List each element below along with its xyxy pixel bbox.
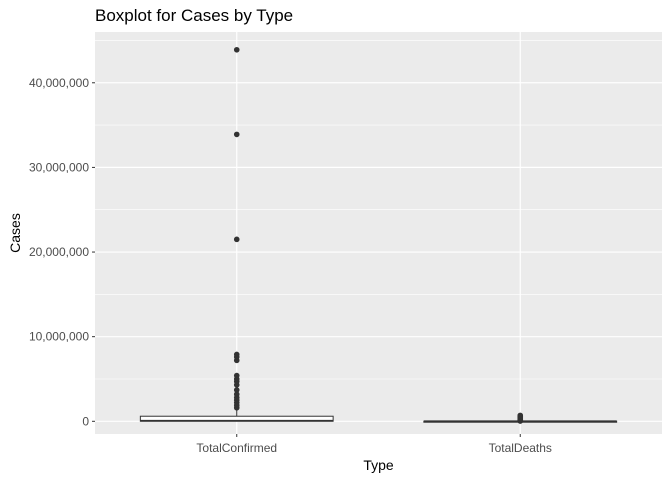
y-tick-label: 10,000,000 bbox=[29, 330, 89, 344]
box-TotalDeaths bbox=[423, 412, 618, 424]
y-tick-label: 40,000,000 bbox=[29, 76, 89, 90]
box-TotalConfirmed bbox=[139, 46, 334, 422]
outlier-point bbox=[233, 387, 240, 393]
outlier-point bbox=[233, 236, 240, 243]
gridlines bbox=[95, 32, 662, 434]
boxes bbox=[139, 46, 618, 424]
chart-title: Boxplot for Cases by Type bbox=[95, 6, 294, 25]
outlier-point bbox=[233, 46, 240, 53]
outlier-point bbox=[233, 391, 240, 398]
y-tick-label: 20,000,000 bbox=[29, 245, 89, 259]
y-tick-label: 0 bbox=[82, 414, 89, 428]
x-tick-label: TotalConfirmed bbox=[196, 441, 277, 455]
y-axis-label: Cases bbox=[7, 213, 23, 253]
plot-panel bbox=[95, 32, 662, 434]
x-axis-label: Type bbox=[363, 457, 394, 473]
y-tick-label: 30,000,000 bbox=[29, 160, 89, 174]
outlier-point bbox=[233, 351, 240, 358]
outlier-point bbox=[233, 372, 240, 379]
outlier-point bbox=[517, 412, 524, 419]
x-tick-label: TotalDeaths bbox=[489, 441, 552, 455]
outlier-point bbox=[233, 131, 240, 138]
axes: 0 10,000,000 20,000,000 30,000,000 40,000,00… bbox=[29, 76, 552, 455]
